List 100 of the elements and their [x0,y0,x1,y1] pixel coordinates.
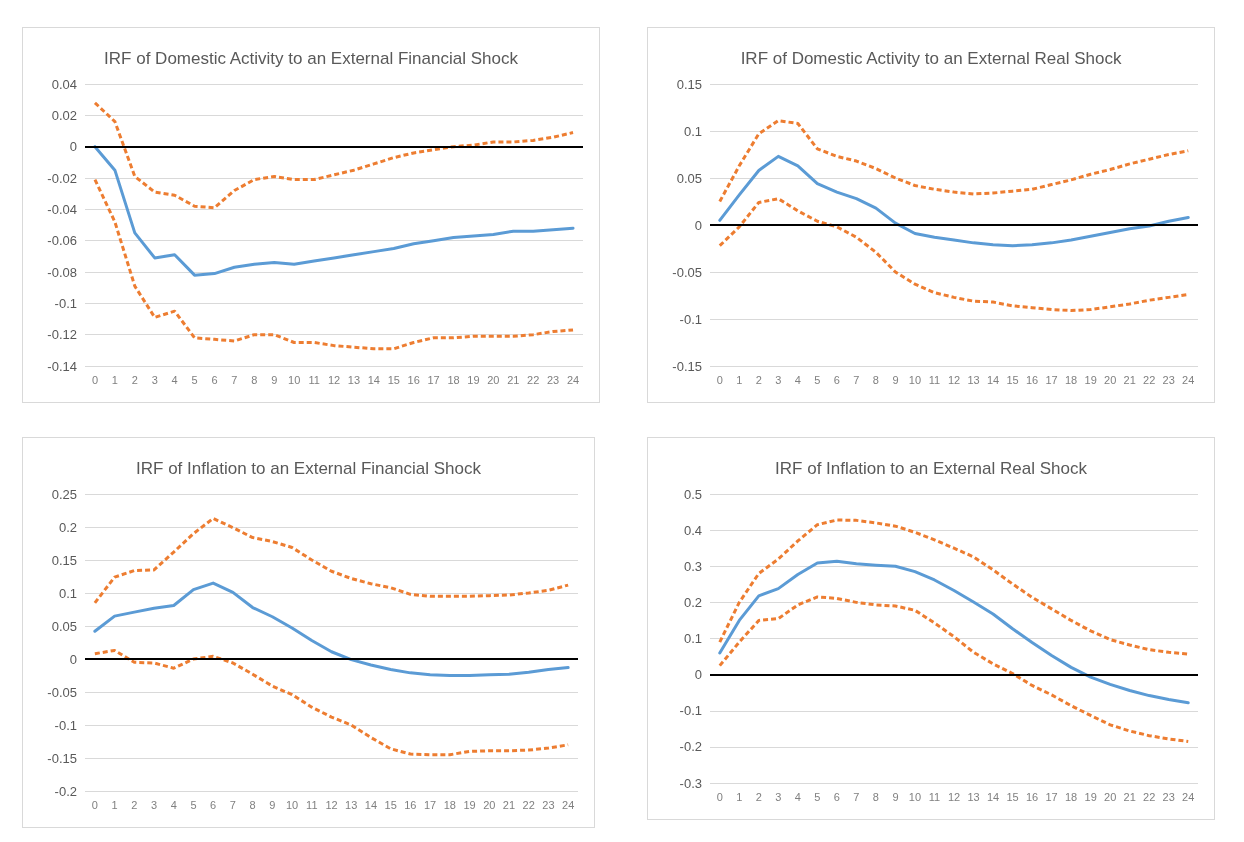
x-tick-label: 4 [170,798,177,811]
y-tick-label: 0 [694,217,702,233]
x-tick-label: 6 [833,373,840,386]
x-tick-label: 15 [1006,790,1019,803]
x-tick-label: 18 [447,373,460,386]
x-tick-label: 14 [364,798,378,811]
x-tick-label: 9 [892,373,899,386]
x-tick-label: 24 [566,373,580,386]
x-tick-label: 8 [872,373,879,386]
x-tick-label: 24 [1182,790,1195,803]
x-tick-label: 20 [483,798,496,811]
x-tick-label: 24 [1182,373,1195,386]
y-tick-label: 0.1 [683,123,702,139]
line-series [93,581,570,677]
line-series [718,595,1190,743]
x-tick-label: 14 [367,373,380,386]
y-tick-label: -0.1 [679,311,702,327]
line-series [93,648,570,757]
x-tick-label: 11 [308,373,320,386]
y-tick-label: 0 [694,667,702,683]
x-tick-label: 15 [384,798,397,811]
y-tick-label: 0.15 [676,76,702,92]
y-tick-label: 0.3 [683,558,702,574]
x-tick-label: 18 [1064,790,1078,803]
x-tick-label: 3 [775,790,782,803]
y-tick-label: -0.15 [47,750,77,766]
x-tick-label: 16 [404,798,417,811]
x-tick-label: 13 [967,373,980,386]
x-tick-label: 20 [1104,790,1117,803]
x-tick-label: 23 [1162,373,1175,386]
y-tick-label: -0.12 [47,327,77,343]
x-tick-label: 20 [1104,373,1117,386]
x-tick-label: 22 [522,798,535,811]
y-tick-label: 0.2 [683,594,702,610]
y-tick-label: -0.15 [672,358,702,374]
x-tick-label: 6 [211,373,218,386]
x-tick-label: 4 [171,373,178,386]
x-tick-label: 10 [908,790,922,803]
y-tick-label: 0.15 [51,552,77,568]
y-tick-label: 0.1 [683,631,702,646]
x-tick-label: 12 [947,790,961,803]
line-series [718,559,1190,705]
x-tick-label: 21 [1123,373,1136,386]
x-tick-label: 2 [755,373,762,386]
x-tick-label: 19 [1084,790,1097,803]
line-series [93,178,575,351]
y-tick-label: -0.1 [54,717,77,733]
x-tick-label: 8 [872,790,879,803]
x-tick-label: 21 [507,373,520,386]
y-tick-label: 0.05 [676,170,702,186]
x-tick-label: 22 [1143,373,1156,386]
x-tick-label: 1 [736,790,743,803]
x-tick-label: 14 [986,790,1000,803]
x-tick-label: 19 [467,373,480,386]
x-tick-label: 15 [387,373,400,386]
x-tick-label: 6 [210,798,217,811]
x-tick-label: 16 [1025,790,1039,803]
x-tick-label: 4 [794,790,801,803]
x-tick-label: 24 [562,798,575,811]
x-tick-label: 11 [306,798,318,811]
x-tick-label: 23 [546,373,560,386]
y-tick-label: -0.02 [47,170,77,186]
x-tick-label: 6 [833,790,840,803]
x-tick-label: 9 [271,373,278,386]
x-tick-label: 18 [1064,373,1078,386]
x-tick-label: 12 [325,798,338,811]
x-tick-label: 3 [151,373,158,386]
y-tick-label: -0.04 [47,201,77,217]
x-tick-label: 8 [251,373,258,386]
chart-title: IRF of Domestic Activity to an External Financial Shock [104,48,519,68]
x-tick-label: 1 [736,373,743,386]
x-tick-label: 13 [347,373,361,386]
x-tick-label: 2 [755,790,762,803]
x-tick-label: 5 [190,798,197,811]
y-tick-label: 0.04 [51,76,77,92]
chart-title: IRF of Inflation to an External Financial Shock [136,458,482,478]
x-tick-label: 5 [814,790,821,803]
x-tick-label: 5 [814,373,821,386]
y-tick-label: 0.25 [51,486,77,502]
x-tick-label: 4 [794,373,801,386]
x-tick-label: 0 [716,373,723,386]
x-tick-label: 15 [1006,373,1019,386]
x-tick-label: 0 [716,790,723,803]
x-tick-label: 5 [191,373,198,386]
x-tick-label: 22 [527,373,540,386]
x-tick-label: 11 [928,373,941,386]
x-tick-label: 13 [967,790,980,803]
line-series [93,145,575,277]
chart-title: IRF of Domestic Activity to an External Real Shock [740,48,1122,68]
x-tick-label: 3 [150,798,158,811]
x-tick-label: 7 [853,790,860,803]
x-tick-label: 22 [1143,790,1156,803]
x-tick-label: 10 [288,373,301,386]
x-tick-label: 21 [502,798,516,811]
line-series [718,119,1190,203]
x-tick-label: 16 [407,373,420,386]
y-tick-label: 0.2 [58,519,77,535]
x-tick-label: 12 [947,373,961,386]
y-tick-label: 0 [69,139,77,155]
y-tick-label: -0.05 [672,264,702,280]
